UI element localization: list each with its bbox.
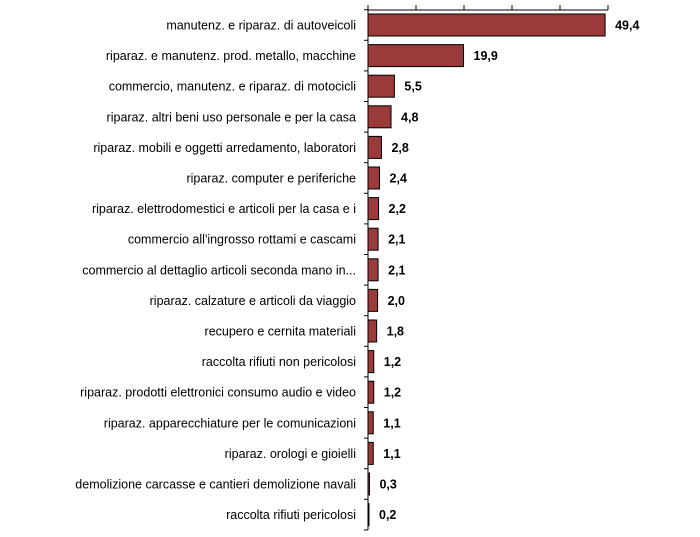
- value-label: 1,8: [387, 325, 404, 339]
- bar: [367, 227, 379, 251]
- category-label: manutenz. e riparaz. di autoveicoli: [166, 19, 356, 33]
- value-label: 0,3: [379, 478, 396, 492]
- value-label: 49,4: [615, 19, 639, 33]
- category-label: demolizione carcasse e cantieri demolizi…: [75, 478, 356, 492]
- bar: [367, 441, 374, 465]
- bar: [367, 503, 370, 527]
- value-label: 1,1: [383, 416, 400, 430]
- value-label: 5,5: [404, 80, 421, 94]
- category-label: riparaz. computer e periferiche: [186, 172, 356, 186]
- category-label: riparaz. e manutenz. prod. metallo, macc…: [106, 49, 356, 63]
- category-label: riparaz. prodotti elettronici consumo au…: [80, 386, 356, 400]
- bar: [367, 197, 380, 221]
- bar: [367, 380, 375, 404]
- value-label: 2,0: [388, 294, 405, 308]
- value-label: 0,2: [379, 508, 396, 522]
- bar: [367, 258, 379, 282]
- value-label: 4,8: [401, 110, 418, 124]
- category-label: raccolta rifiuti pericolosi: [226, 508, 356, 522]
- bar: [367, 74, 395, 98]
- bar: [367, 319, 378, 343]
- value-label: 2,2: [389, 202, 406, 216]
- value-label: 2,1: [388, 263, 405, 277]
- value-label: 1,1: [383, 447, 400, 461]
- category-label: commercio, manutenz. e riparaz. di motoc…: [109, 80, 356, 94]
- category-label: commercio all'ingrosso rottami e cascami: [128, 233, 356, 247]
- value-label: 2,8: [391, 141, 408, 155]
- bar: [367, 472, 370, 496]
- bar: [367, 135, 382, 159]
- bar: [367, 13, 606, 37]
- category-label: riparaz. orologi e gioielli: [225, 447, 356, 461]
- bar: [367, 105, 392, 129]
- bar: [367, 411, 374, 435]
- category-label: riparaz. mobili e oggetti arredamento, l…: [93, 141, 356, 155]
- value-label: 1,2: [384, 355, 401, 369]
- bar: [367, 288, 379, 312]
- category-label: riparaz. elettrodomestici e articoli per…: [92, 202, 356, 216]
- category-label: riparaz. altri beni uso personale e per …: [107, 110, 356, 124]
- bar: [367, 166, 381, 190]
- bar: [367, 44, 465, 68]
- category-label: recupero e cernita materiali: [205, 325, 356, 339]
- value-label: 2,1: [388, 233, 405, 247]
- value-label: 1,2: [384, 386, 401, 400]
- category-label: raccolta rifiuti non pericolosi: [202, 355, 356, 369]
- category-label: commercio al dettaglio articoli seconda …: [82, 263, 356, 277]
- category-label: riparaz. calzature e articoli da viaggio: [150, 294, 356, 308]
- value-label: 2,4: [390, 172, 407, 186]
- category-label: riparaz. apparecchiature per le comunica…: [104, 416, 356, 430]
- bar: [367, 350, 375, 374]
- value-label: 19,9: [474, 49, 498, 63]
